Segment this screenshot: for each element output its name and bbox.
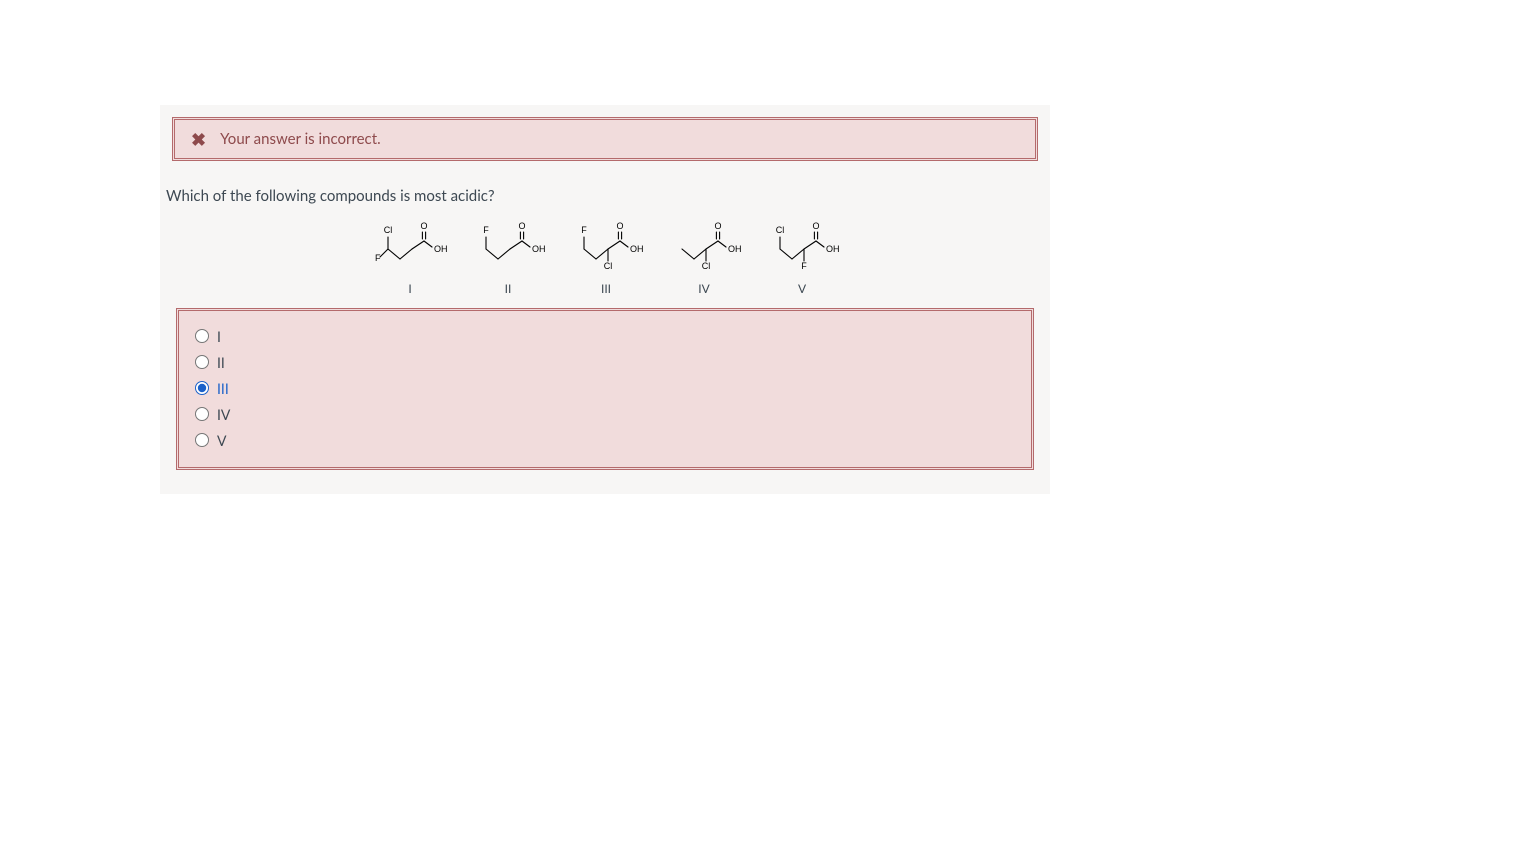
answer-option-IV[interactable]: IV <box>195 401 1015 427</box>
svg-text:O: O <box>714 221 721 231</box>
answer-option-I[interactable]: I <box>195 323 1015 349</box>
answer-label: I <box>217 328 221 345</box>
svg-text:Cl: Cl <box>702 261 711 271</box>
compound-roman-label: III <box>601 281 611 296</box>
compound-II: F O OH II <box>468 219 548 296</box>
svg-text:F: F <box>375 253 381 263</box>
svg-text:F: F <box>581 225 587 235</box>
svg-text:Cl: Cl <box>384 225 393 235</box>
compound-roman-label: I <box>408 281 411 296</box>
compound-structure: Cl O F OH <box>370 219 450 279</box>
compound-IV: O OH Cl IV <box>664 219 744 296</box>
compound-structure: Cl O OH F <box>762 219 842 279</box>
feedback-banner: ✖ Your answer is incorrect. <box>172 117 1038 161</box>
svg-text:F: F <box>483 225 489 235</box>
svg-text:OH: OH <box>630 244 644 254</box>
answer-label: V <box>217 432 226 449</box>
compounds-row: ClOFOHIFOOHIIFOOHClIIIOOHClIVClOOHFV <box>160 219 1050 296</box>
svg-text:O: O <box>616 221 623 231</box>
answer-radio-II[interactable] <box>195 355 209 369</box>
answer-label: IV <box>217 406 230 423</box>
answer-label: II <box>217 354 225 371</box>
answers-box: IIIIIIIVV <box>176 308 1034 470</box>
compound-III: F O OH Cl III <box>566 219 646 296</box>
compound-V: Cl O OH FV <box>762 219 842 296</box>
compound-roman-label: V <box>798 281 806 296</box>
svg-text:F: F <box>801 261 807 271</box>
svg-text:OH: OH <box>532 244 546 254</box>
svg-text:O: O <box>420 221 427 231</box>
feedback-message: Your answer is incorrect. <box>220 130 381 148</box>
svg-text:OH: OH <box>826 244 840 254</box>
answer-radio-I[interactable] <box>195 329 209 343</box>
compound-structure: F O OH Cl <box>566 219 646 279</box>
svg-text:Cl: Cl <box>776 225 785 235</box>
compound-roman-label: IV <box>698 281 709 296</box>
svg-text:OH: OH <box>434 244 448 254</box>
answer-radio-III[interactable] <box>195 381 209 395</box>
answer-label: III <box>217 380 229 397</box>
svg-text:O: O <box>518 221 525 231</box>
compound-structure: O OH Cl <box>664 219 744 279</box>
compound-structure: F O OH <box>468 219 548 279</box>
svg-text:O: O <box>812 221 819 231</box>
answer-option-V[interactable]: V <box>195 427 1015 453</box>
x-icon: ✖ <box>191 130 206 148</box>
answer-option-II[interactable]: II <box>195 349 1015 375</box>
question-card: ✖ Your answer is incorrect. Which of the… <box>160 105 1050 494</box>
answer-radio-IV[interactable] <box>195 407 209 421</box>
answer-option-III[interactable]: III <box>195 375 1015 401</box>
answer-radio-V[interactable] <box>195 433 209 447</box>
compound-I: Cl O F OH I <box>370 219 450 296</box>
svg-text:Cl: Cl <box>604 261 613 271</box>
svg-text:OH: OH <box>728 244 742 254</box>
question-text: Which of the following compounds is most… <box>164 187 1046 205</box>
compound-roman-label: II <box>505 281 512 296</box>
